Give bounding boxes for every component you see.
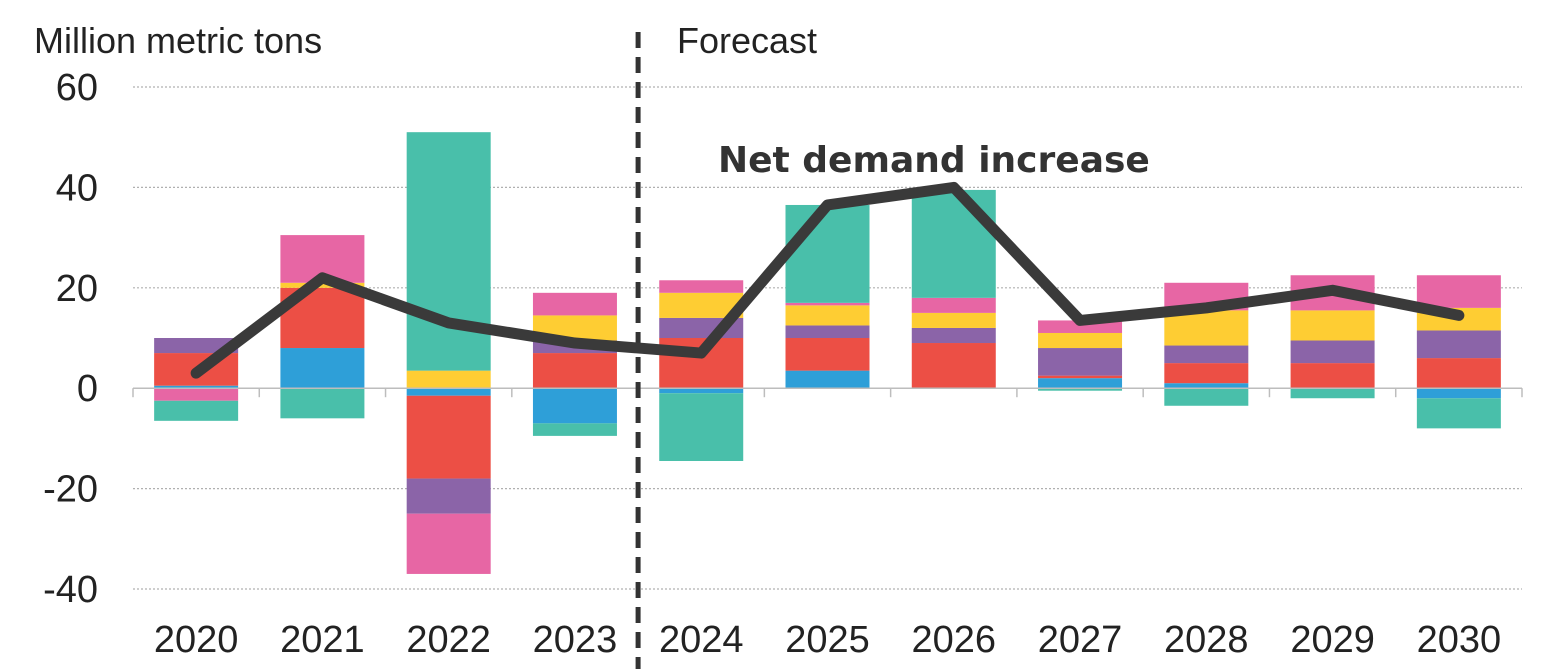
y-axis-title: Million metric tons xyxy=(34,20,322,61)
x-tick-label: 2020 xyxy=(154,619,239,661)
bar-segment xyxy=(406,388,491,396)
bar-segment xyxy=(280,282,365,288)
bar-segment xyxy=(1416,398,1501,429)
bar-segment xyxy=(1038,332,1123,349)
bar-segment xyxy=(406,132,491,371)
bar-segment xyxy=(911,312,996,328)
y-tick-label: 40 xyxy=(56,167,98,209)
bar-segment xyxy=(1164,383,1249,389)
bar-segment xyxy=(785,338,870,371)
x-tick-label: 2026 xyxy=(911,619,996,661)
bar-segment xyxy=(1164,363,1249,384)
bar-segment xyxy=(659,388,744,394)
bar-segment xyxy=(911,343,996,389)
bar-segment xyxy=(1416,275,1501,308)
bar-segment xyxy=(1038,375,1123,379)
bar-segment xyxy=(154,400,239,421)
net-demand-series-line xyxy=(190,181,1465,379)
bar-segment xyxy=(1038,388,1123,391)
bar-segment xyxy=(532,423,617,436)
bar-segment xyxy=(785,370,870,389)
bar-segment xyxy=(785,325,870,338)
bar-segment xyxy=(1038,348,1123,376)
x-axis-ticks: 2020 2021 2022 2023 2024 2025 2026 2027 2028 2029… xyxy=(154,619,1501,661)
x-tick-label: 2022 xyxy=(406,619,491,661)
x-tick-label: 2029 xyxy=(1290,619,1375,661)
bar-segment xyxy=(280,348,365,389)
bar-segment xyxy=(154,388,239,401)
bar-segment xyxy=(1290,388,1375,399)
bar-segment xyxy=(911,297,996,313)
bar-segment xyxy=(1164,345,1249,364)
x-tick-label: 2028 xyxy=(1164,619,1249,661)
bar-segment xyxy=(532,353,617,389)
bar-segment xyxy=(406,370,491,389)
y-tick-label: 60 xyxy=(56,67,98,109)
bar-segment xyxy=(785,302,870,306)
bar-segment xyxy=(659,280,744,293)
bar-segment xyxy=(911,189,996,298)
bar-segment xyxy=(911,327,996,344)
bar-segment xyxy=(1038,378,1123,389)
y-tick-label: 20 xyxy=(56,268,98,310)
x-tick-label: 2030 xyxy=(1417,619,1502,661)
x-tick-label: 2021 xyxy=(280,619,365,661)
bar-segment xyxy=(785,204,870,303)
y-tick-label: -20 xyxy=(43,469,98,511)
x-tick-label: 2023 xyxy=(533,619,618,661)
bar-segment xyxy=(154,385,239,389)
forecast-label: Forecast xyxy=(677,20,817,61)
y-tick-label: 0 xyxy=(77,368,98,410)
bar-segment xyxy=(154,338,239,354)
bar-segment xyxy=(1164,388,1249,406)
y-axis-ticks: 60 40 20 0 -20 -40 xyxy=(43,67,98,611)
bar-segment xyxy=(1290,340,1375,364)
bar-segment xyxy=(785,305,870,326)
y-tick-label: -40 xyxy=(43,569,98,611)
bar-segment xyxy=(1416,358,1501,389)
bar-segment xyxy=(406,513,491,574)
x-tick-label: 2024 xyxy=(659,619,744,661)
bar-segment xyxy=(1416,388,1501,399)
bar-segment xyxy=(406,395,491,479)
bar-segment xyxy=(406,478,491,514)
bar-segment xyxy=(532,388,617,424)
x-tick-label: 2025 xyxy=(785,619,870,661)
x-tick-label: 2027 xyxy=(1038,619,1123,661)
bar-segment xyxy=(280,388,365,419)
net-demand-line xyxy=(190,181,1465,379)
bars xyxy=(132,132,1523,574)
bar-segment xyxy=(1290,310,1375,341)
bar-segment xyxy=(1416,330,1501,359)
bar-segment xyxy=(1164,310,1249,346)
net-demand-annotation: Net demand increase xyxy=(718,140,1150,181)
bar-segment xyxy=(532,292,617,316)
bar-segment xyxy=(659,393,744,461)
bar-segment xyxy=(1290,363,1375,389)
gridlines xyxy=(133,86,1522,590)
